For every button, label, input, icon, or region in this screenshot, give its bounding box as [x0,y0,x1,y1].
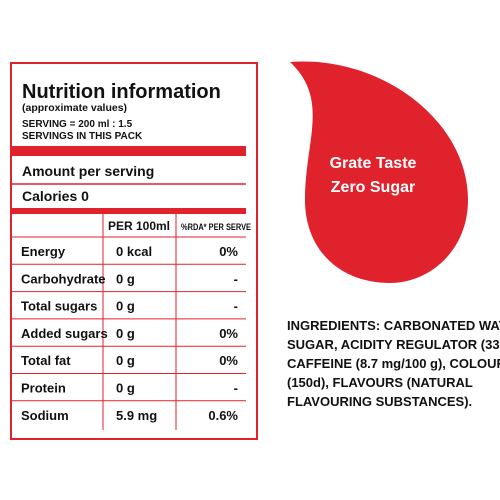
nutrition-title: Nutrition information [22,81,221,103]
serving-line: SERVINGS IN THIS PACK [22,131,143,142]
rda: 0.6% [208,408,238,423]
nutrient-name: Energy [21,244,66,259]
calories: Calories 0 [22,188,89,204]
column-header: %RDA* PER SERVE [181,222,251,232]
column-header: PER 100ml [108,219,170,233]
per-100ml: 0 g [116,381,135,396]
per-100ml: 0 g [116,271,135,286]
ingredients-line: CAFFEINE (8.7 mg/100 g), COLOUR [287,356,500,371]
badge-text: Grate Taste [330,155,417,172]
ingredients-line: FLAVOURING SUBSTANCES). [287,394,472,409]
subtitle: (approximate values) [22,102,127,114]
per-100ml: 5.9 mg [116,408,157,423]
nutrient-name: Total fat [21,353,71,368]
badge-text: Zero Sugar [331,179,415,196]
rda: - [234,299,238,314]
rda: - [234,381,238,396]
nutrition-rows: Energy 0 kcal 0% Carbohydrate 0 g - Total suga… [12,236,246,423]
ingredients-line: SUGAR, ACIDITY REGULATOR (338), [287,337,500,352]
nutrient-name: Carbohydrate [21,271,106,286]
serving-line: SERVING = 200 ml : 1.5 [22,119,133,130]
nutrition-box [10,62,258,440]
ingredients: INGREDIENTS: CARBONATED WATER, SUGAR, ACI… [287,318,500,409]
rda: 0% [219,244,238,259]
ingredients-line: (150d), FLAVOURS (NATURAL [287,375,473,390]
ingredients-line: INGREDIENTS: CARBONATED WATER, [287,318,500,333]
per-100ml: 0 g [116,326,135,341]
per-100ml: 0 kcal [116,244,152,259]
red-bar [12,208,246,214]
nutrient-name: Sodium [21,408,69,423]
amount-heading: Amount per serving [22,163,154,179]
rda: 0% [219,326,238,341]
nutrient-name: Total sugars [21,299,97,314]
nutrient-name: Protein [21,381,66,396]
rda: - [234,271,238,286]
badge-shape [290,61,468,284]
per-100ml: 0 g [116,353,135,368]
rda: 0% [219,353,238,368]
nutrient-name: Added sugars [21,326,108,341]
red-bar [12,146,246,156]
per-100ml: 0 g [116,299,135,314]
